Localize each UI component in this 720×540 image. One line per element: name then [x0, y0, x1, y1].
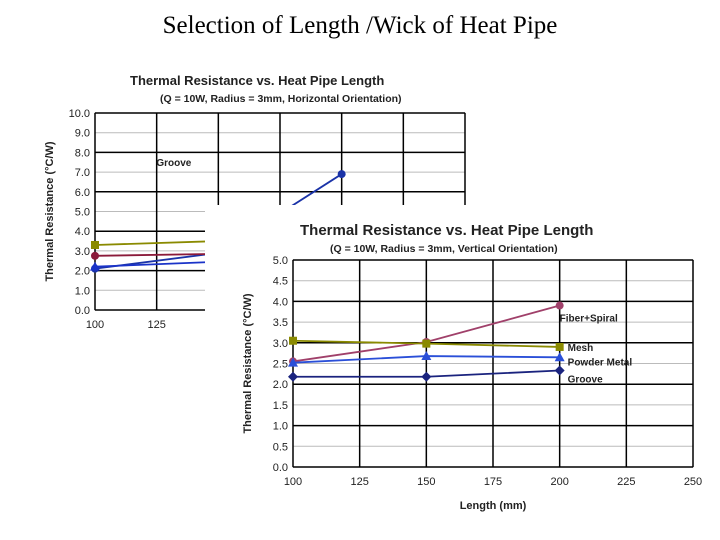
- y-tick-label: 2.5: [273, 359, 288, 371]
- data-point: [289, 336, 297, 345]
- data-point: [422, 339, 431, 348]
- x-tick-label: 200: [550, 476, 568, 488]
- y-tick-label: 0.0: [75, 305, 90, 317]
- y-tick-label: 7.0: [75, 167, 90, 179]
- series-label: Groove: [568, 375, 603, 386]
- y-tick-label: 1.0: [75, 285, 90, 297]
- chart-subtitle: (Q = 10W, Radius = 3mm, Vertical Orienta…: [330, 243, 558, 255]
- chart-title: Thermal Resistance vs. Heat Pipe Length: [130, 73, 384, 88]
- series-groove: Groove: [288, 365, 603, 386]
- y-tick-label: 3.0: [75, 246, 90, 258]
- y-tick-label: 6.0: [75, 187, 90, 199]
- data-point: [90, 261, 100, 271]
- data-point: [91, 251, 99, 260]
- y-tick-label: 3.5: [273, 317, 288, 329]
- data-point: [337, 170, 346, 179]
- y-tick-label: 8.0: [75, 147, 90, 159]
- series-label: Groove: [156, 158, 191, 169]
- data-point: [421, 371, 432, 382]
- x-axis-label: Length (mm): [460, 500, 527, 512]
- chart-vertical-orientation: 0.0 0.5 1.0 1.5 2.0 2.5 3.0 3.5 4.0 4.5 5.0 100 125 1…: [205, 205, 710, 520]
- data-point: [421, 351, 432, 361]
- x-tick-label: 175: [484, 476, 502, 488]
- x-tick-label: 125: [147, 319, 165, 331]
- y-tick-label: 2.0: [75, 266, 90, 278]
- y-tick-label: 9.0: [75, 128, 90, 140]
- y-axis-label: Thermal Resistance (°C/W): [242, 293, 254, 433]
- y-tick-label: 5.0: [75, 207, 90, 219]
- data-point: [554, 352, 565, 362]
- slide-title: Selection of Length /Wick of Heat Pipe: [162, 12, 558, 39]
- y-axis-label: Thermal Resistance (°C/W): [44, 141, 56, 281]
- y-tick-label: 3.0: [273, 338, 288, 350]
- x-tick-label: 225: [617, 476, 635, 488]
- x-tick-label: 150: [417, 476, 435, 488]
- y-tick-label: 0.5: [273, 441, 288, 453]
- y-tick-label: 5.0: [273, 255, 288, 267]
- y-tick-label: 4.5: [273, 276, 288, 288]
- data-point: [288, 357, 298, 367]
- series-label: Mesh: [568, 343, 594, 354]
- y-tick-label: 4.0: [273, 296, 288, 308]
- chart-subtitle: (Q = 10W, Radius = 3mm, Horizontal Orien…: [160, 93, 402, 105]
- y-tick-label: 4.0: [75, 226, 90, 238]
- y-tick-label: 1.5: [273, 400, 288, 412]
- y-tick-label: 10.0: [69, 108, 90, 120]
- x-tick-label: 100: [86, 319, 104, 331]
- x-tick-label: 100: [284, 476, 302, 488]
- data-point: [555, 301, 564, 310]
- data-point: [554, 365, 565, 376]
- data-point: [288, 371, 298, 382]
- series-label: Powder Metal: [568, 357, 633, 368]
- y-tick-label: 2.0: [273, 379, 288, 391]
- y-tick-label: 1.0: [273, 421, 288, 433]
- y-tick-label: 0.0: [273, 462, 288, 474]
- series-mesh: Mesh: [289, 336, 594, 354]
- chart-title: Thermal Resistance vs. Heat Pipe Length: [300, 222, 593, 239]
- series-powder-metal: Powder Metal: [288, 351, 632, 368]
- data-point: [555, 342, 564, 351]
- data-point: [91, 240, 99, 249]
- x-tick-label: 125: [350, 476, 368, 488]
- series-label: Fiber+Spiral: [560, 314, 618, 325]
- x-tick-label: 250: [684, 476, 702, 488]
